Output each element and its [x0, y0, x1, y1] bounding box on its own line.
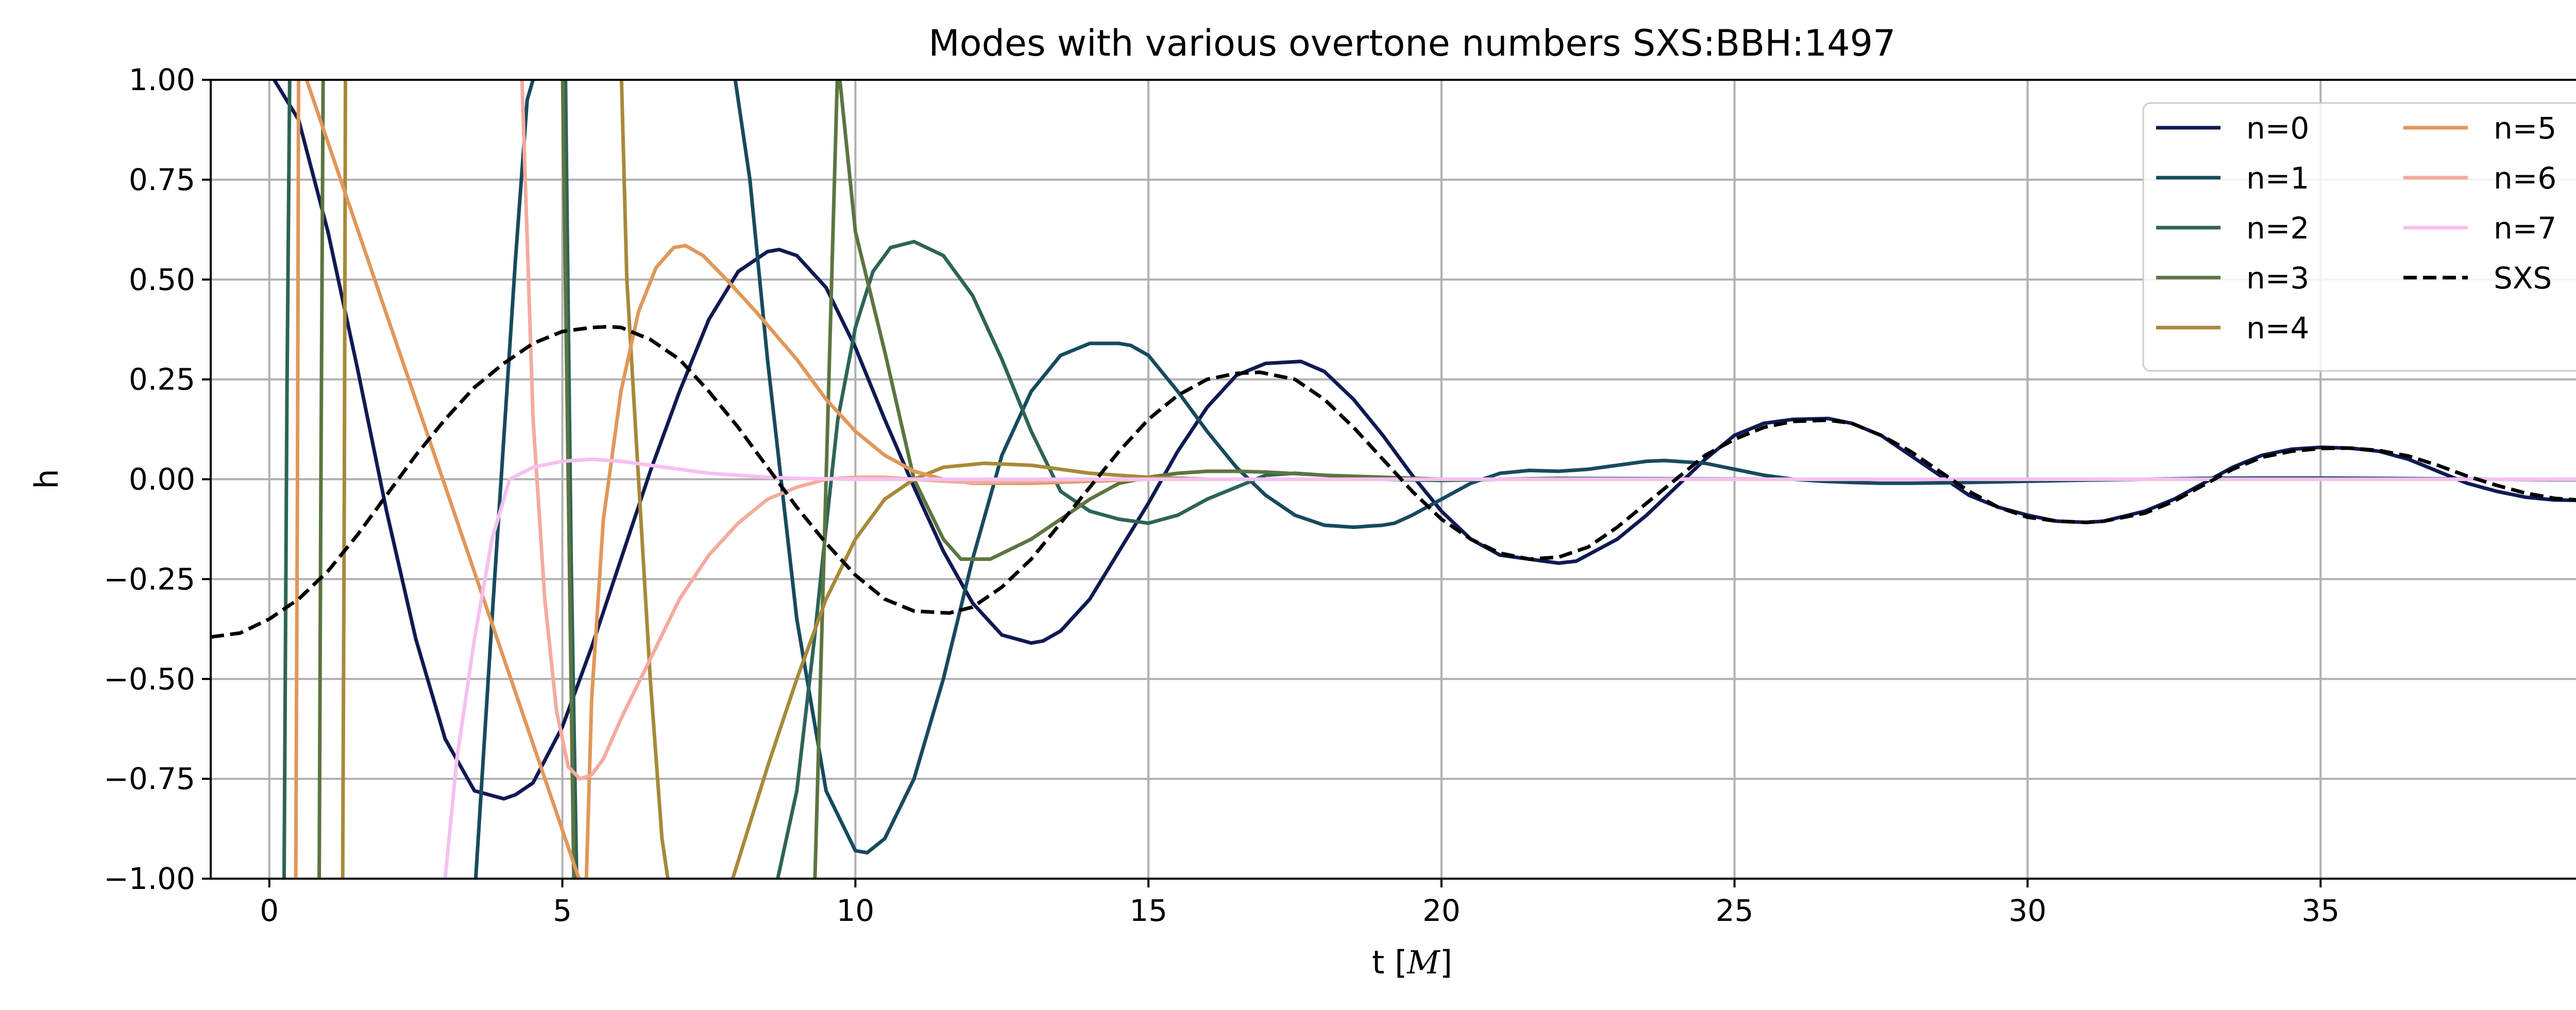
x-axis-label-bracket: ]: [1440, 944, 1452, 981]
y-tick-label: −1.00: [104, 861, 195, 896]
legend-label: n=5: [2494, 111, 2556, 146]
axis-ticks: 05101520253035401.000.750.500.250.00−0.2…: [104, 62, 2340, 928]
x-tick-label: 30: [2009, 893, 2047, 928]
x-axis-label: t [M]: [1372, 944, 1452, 981]
x-tick-label: 5: [553, 893, 572, 928]
legend-label: n=6: [2494, 161, 2556, 196]
y-tick-label: 0.75: [129, 162, 195, 197]
y-tick-label: −0.75: [104, 761, 195, 796]
y-tick-label: −0.25: [104, 561, 195, 596]
y-tick-label: 0.25: [129, 362, 195, 397]
x-tick-label: 0: [260, 893, 279, 928]
x-tick-label: 10: [836, 893, 874, 928]
legend-label: SXS: [2494, 261, 2552, 296]
y-tick-label: 1.00: [129, 62, 195, 97]
legend-frame: [2142, 102, 2576, 372]
y-tick-label: 0.50: [129, 262, 195, 297]
legend-label: n=2: [2246, 211, 2309, 246]
x-tick-label: 35: [2301, 893, 2340, 928]
x-axis-label-unit: M: [1406, 944, 1440, 981]
legend-label: n=3: [2246, 261, 2309, 296]
x-tick-label: 15: [1129, 893, 1167, 928]
y-axis-label: h: [28, 469, 65, 489]
x-tick-label: 25: [1716, 893, 1754, 928]
chart-title: Modes with various overtone numbers SXS:…: [928, 22, 1895, 64]
legend-label: n=7: [2494, 211, 2556, 246]
y-tick-label: −0.50: [104, 661, 195, 696]
legend-label: n=4: [2246, 311, 2309, 346]
x-axis-label-text: t [: [1372, 944, 1407, 981]
y-tick-label: 0.00: [129, 462, 195, 497]
legend-items: n=0 n=1 n=2 n=3 n=4 n=5 n=6 n=7 SXS: [2156, 111, 2556, 346]
series-line-sxs: [211, 324, 2576, 639]
legend: n=0 n=1 n=2 n=3 n=4 n=5 n=6 n=7 SXS: [2142, 102, 2576, 372]
legend-label: n=1: [2246, 161, 2309, 196]
plot-lines: [211, 80, 2576, 879]
series-line-n-7: [443, 457, 2576, 879]
x-tick-label: 20: [1422, 893, 1461, 928]
legend-label: n=0: [2246, 111, 2309, 146]
